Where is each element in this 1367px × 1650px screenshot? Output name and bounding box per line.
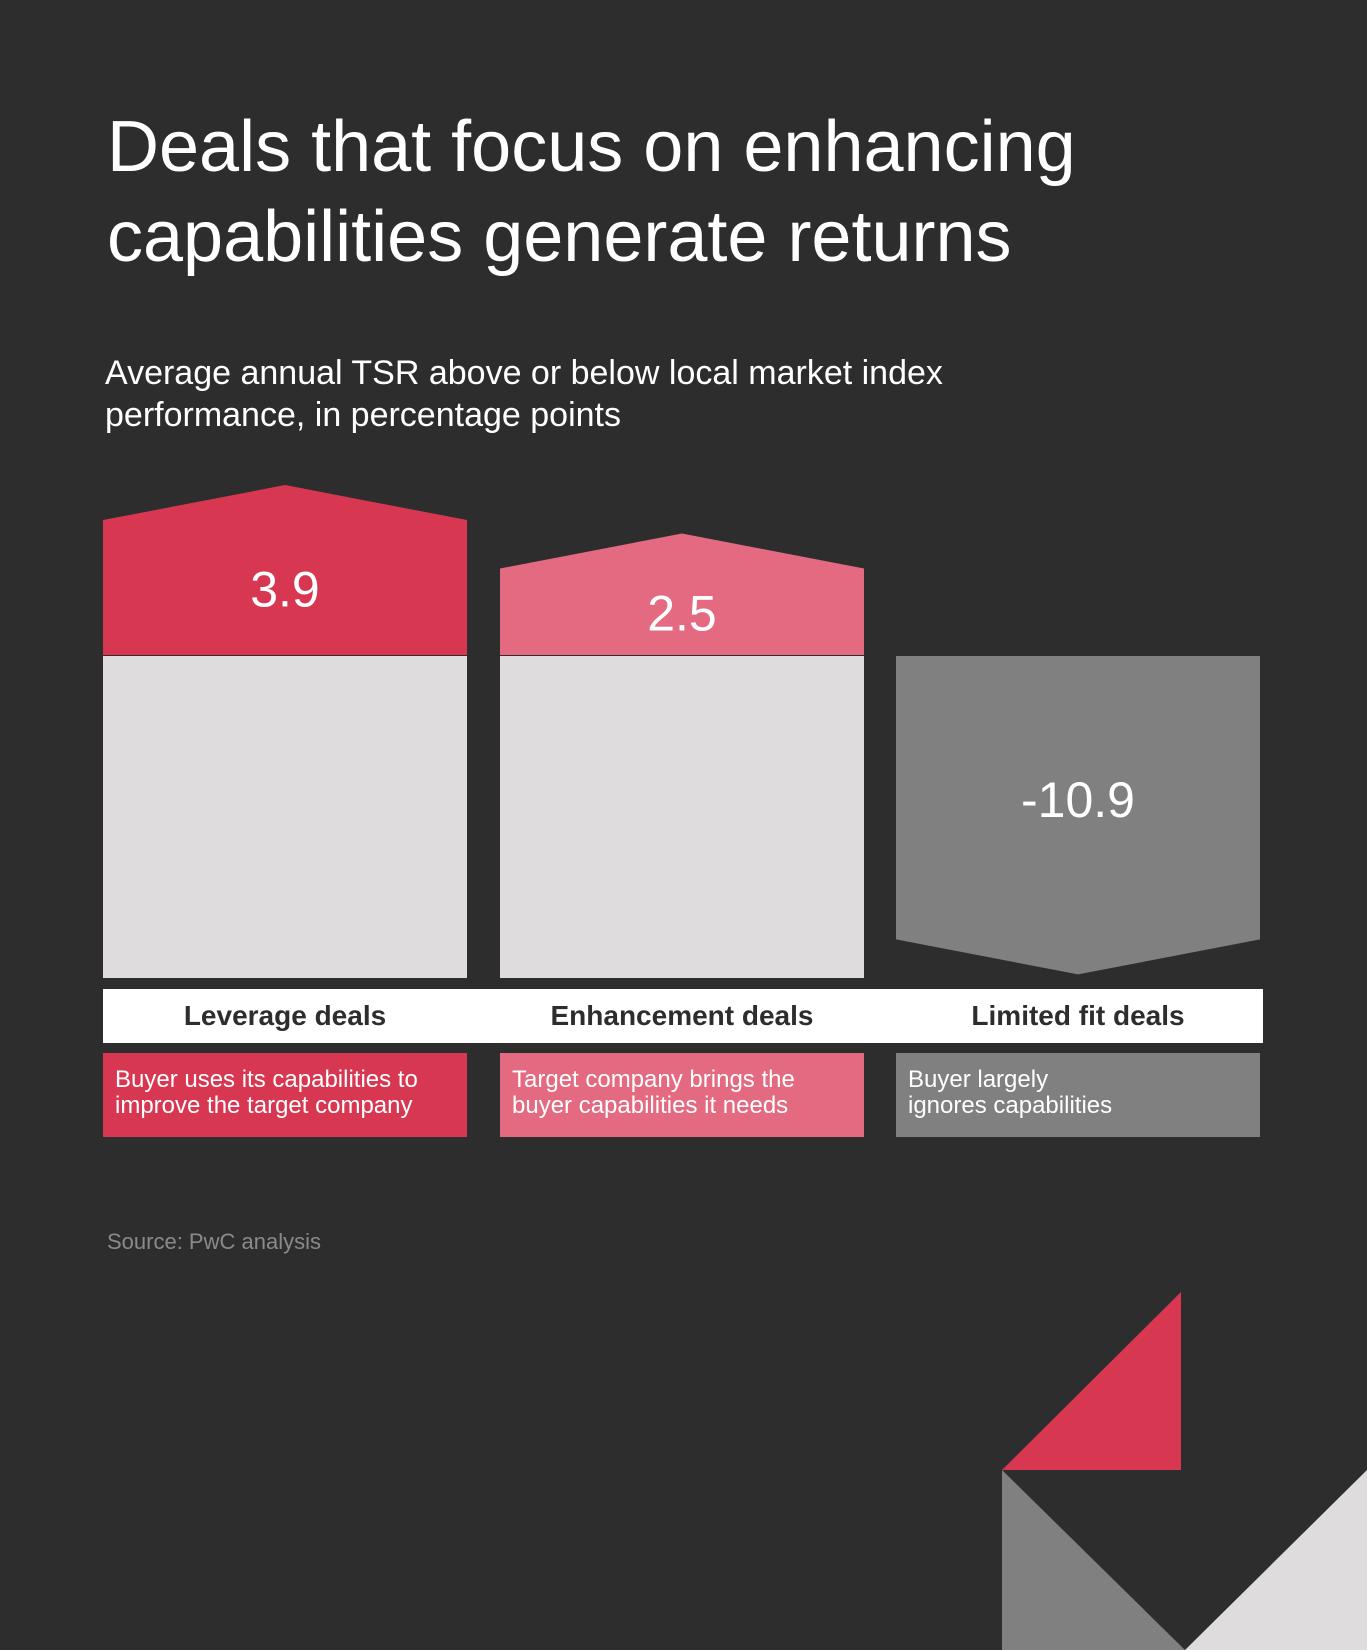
bar-leverage xyxy=(103,485,467,655)
description-limited-fit: Buyer largely ignores capabilities xyxy=(896,1053,1260,1137)
source-note: Source: PwC analysis xyxy=(107,1229,321,1254)
title-line-1: Deals that focus on enhancing xyxy=(107,107,1076,187)
category-label-bar: Leverage deals Enhancement deals Limited… xyxy=(103,989,1263,1043)
subtitle-line-2: performance, in percentage points xyxy=(105,396,621,434)
decorative-light-triangle xyxy=(1185,1470,1367,1650)
category-label-limited-fit: Limited fit deals xyxy=(971,1000,1185,1031)
category-label-leverage: Leverage deals xyxy=(183,1000,387,1031)
base-block-leverage xyxy=(103,656,467,978)
bar-limited-fit xyxy=(896,656,1260,975)
category-label-enhancement: Enhancement deals xyxy=(550,1000,814,1031)
bar-enhancement xyxy=(500,533,864,655)
description-leverage-line-1: Buyer uses its capabilities to xyxy=(115,1066,418,1093)
value-label-leverage: 3.9 xyxy=(250,561,320,617)
chart-subtitle: Average annual TSR above or below local … xyxy=(105,352,1105,436)
description-leverage: Buyer uses its capabilities to improve t… xyxy=(103,1053,467,1137)
decorative-red-triangle xyxy=(1002,1292,1181,1470)
description-enhancement-line-1: Target company brings the xyxy=(512,1066,795,1093)
description-leverage-line-2: improve the target company xyxy=(115,1092,413,1119)
page-title: Deals that focus on enhancing capabiliti… xyxy=(107,102,1257,282)
description-enhancement-line-2: buyer capabilities it needs xyxy=(512,1092,789,1119)
title-line-2: capabilities generate returns xyxy=(107,197,1012,277)
value-label-limited-fit: -10.9 xyxy=(1021,772,1135,828)
subtitle-line-1: Average annual TSR above or below local … xyxy=(105,354,943,392)
description-enhancement: Target company brings the buyer capabili… xyxy=(500,1053,864,1137)
description-limited-fit-line-2: ignores capabilities xyxy=(908,1092,1113,1119)
base-block-enhancement xyxy=(500,656,864,978)
description-limited-fit-line-1: Buyer largely xyxy=(908,1066,1049,1093)
decorative-gray-shape xyxy=(1002,1470,1185,1650)
value-label-enhancement: 2.5 xyxy=(647,586,717,642)
